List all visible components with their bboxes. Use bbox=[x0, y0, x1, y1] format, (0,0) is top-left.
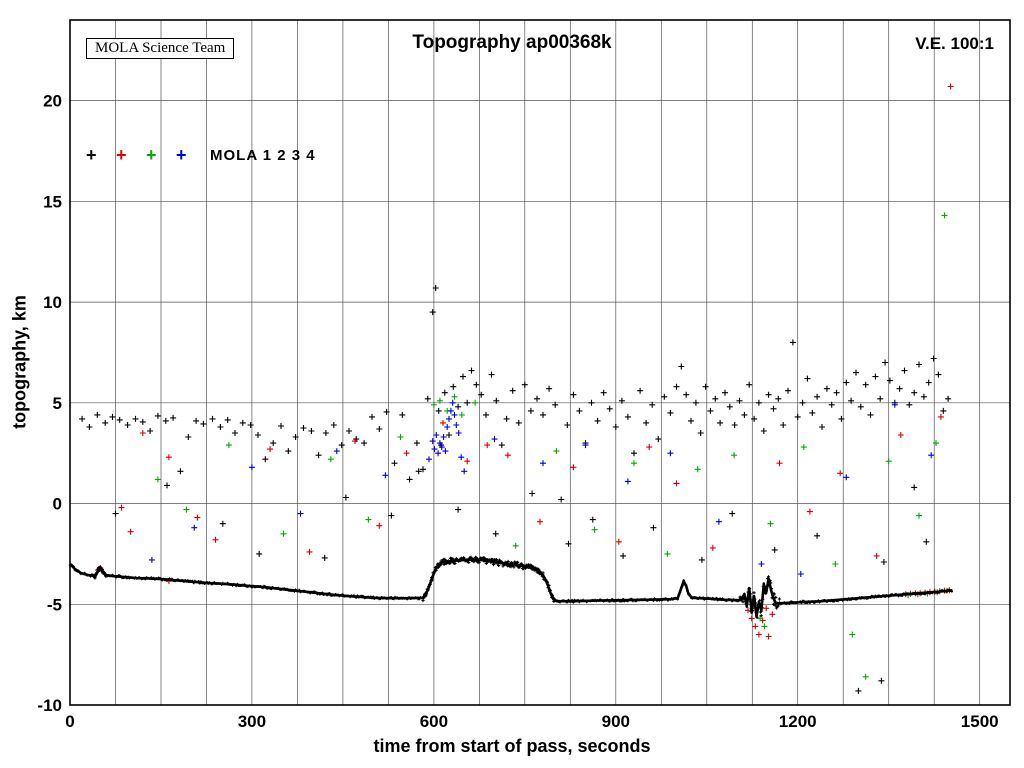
plot-frame bbox=[69, 19, 1011, 706]
scatter-series-black bbox=[79, 285, 952, 694]
y-tick-label: 15 bbox=[43, 192, 62, 211]
x-tick-label: 600 bbox=[420, 712, 448, 731]
legend-label: MOLA 1 2 3 4 bbox=[210, 146, 316, 164]
y-axis-label: topography, km bbox=[9, 295, 30, 429]
chart-title: Topography ap00368k bbox=[412, 32, 612, 53]
scatter-series-blue bbox=[148, 399, 935, 577]
y-tick-label: 20 bbox=[43, 92, 62, 111]
mola-science-team-credit: MOLA Science Team bbox=[86, 38, 235, 59]
x-tick-label: 900 bbox=[602, 712, 630, 731]
x-tick-label: 1500 bbox=[961, 712, 999, 731]
x-axis-label: time from start of pass, seconds bbox=[373, 736, 651, 756]
scatter-series-red bbox=[94, 83, 954, 640]
legend-marker-mola1-icon: + bbox=[86, 145, 97, 165]
ground-track-speckle bbox=[68, 555, 953, 619]
x-tick-label: 0 bbox=[65, 712, 74, 731]
scatter-series-green bbox=[154, 212, 950, 680]
vertical-exaggeration-label: V.E. 100:1 bbox=[915, 34, 994, 53]
y-tick-label: 10 bbox=[43, 293, 62, 312]
x-tick-label: 300 bbox=[238, 712, 266, 731]
y-tick-label: 0 bbox=[53, 495, 62, 514]
legend: + + + + MOLA 1 2 3 4 bbox=[86, 146, 316, 164]
y-tick-label: -5 bbox=[47, 595, 62, 614]
gridlines bbox=[70, 20, 1010, 705]
y-tick-label: -10 bbox=[37, 696, 62, 715]
x-tick-label: 1200 bbox=[779, 712, 817, 731]
y-tick-label: 5 bbox=[53, 394, 62, 413]
legend-marker-mola3-icon: + bbox=[146, 145, 157, 165]
legend-marker-mola2-icon: + bbox=[116, 145, 127, 165]
legend-marker-mola4-icon: + bbox=[176, 145, 187, 165]
